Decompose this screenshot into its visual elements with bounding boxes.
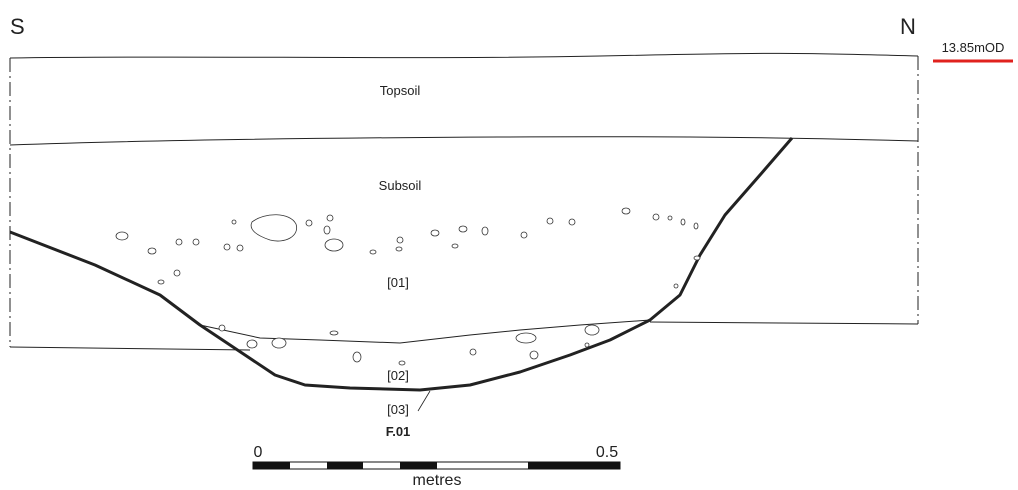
context-label: [03] <box>387 402 409 417</box>
scale-start: 0 <box>254 444 263 461</box>
ground-surface <box>10 53 918 58</box>
scale-end: 0.5 <box>596 444 618 461</box>
compass-south: S <box>10 14 25 39</box>
section-drawing: S N 13.85mOD Topsoil Subsoil [0 <box>0 0 1018 490</box>
context-label: [01] <box>387 275 409 290</box>
section-base-right <box>650 322 918 324</box>
subsoil-label: Subsoil <box>379 178 422 193</box>
context-label: [02] <box>387 368 409 383</box>
topsoil-label: Topsoil <box>380 83 421 98</box>
fill-boundary <box>200 320 650 343</box>
cut-line <box>10 138 792 390</box>
scale-bar <box>253 462 620 469</box>
section-base-left <box>10 347 250 350</box>
scale-unit: metres <box>413 472 462 489</box>
leader-line <box>418 391 430 411</box>
compass-north: N <box>900 14 916 39</box>
feature-label: F.01 <box>386 424 411 439</box>
level-label: 13.85mOD <box>942 40 1005 55</box>
topsoil-boundary <box>10 137 918 145</box>
